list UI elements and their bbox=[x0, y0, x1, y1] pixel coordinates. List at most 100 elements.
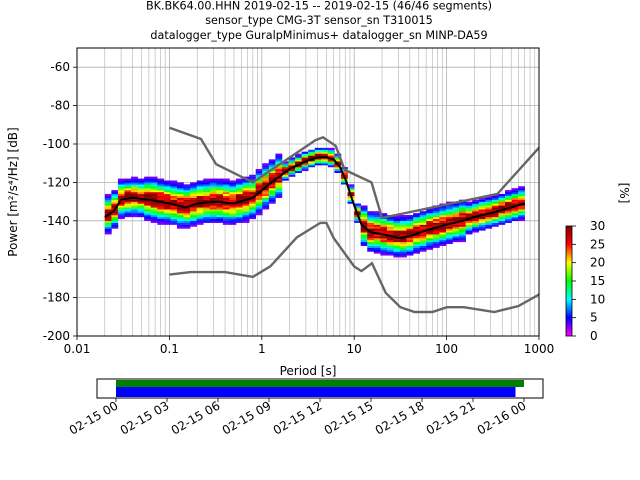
heatmap-cell bbox=[150, 195, 158, 198]
heatmap-cell bbox=[518, 201, 525, 204]
heatmap-cell bbox=[144, 211, 152, 214]
heatmap-cell bbox=[236, 190, 243, 193]
heatmap-cell bbox=[406, 216, 414, 220]
y-axis-ticks: -60 -80 -100 -120 -140 -160 -180 -200 bbox=[43, 60, 77, 343]
heatmap-cell bbox=[459, 224, 466, 227]
heatmap-cell bbox=[137, 192, 145, 195]
heatmap-cell bbox=[255, 168, 263, 172]
heatmap-cell bbox=[236, 203, 243, 206]
heatmap-cell bbox=[400, 238, 407, 241]
heatmap-cell bbox=[275, 168, 283, 172]
heatmap-cell bbox=[393, 228, 401, 231]
heatmap-cell bbox=[505, 218, 512, 221]
heatmap-cell bbox=[432, 222, 440, 225]
heatmap-cell bbox=[485, 216, 493, 220]
heatmap-cell bbox=[255, 199, 263, 202]
heatmap-cell bbox=[104, 195, 112, 198]
heatmap-cell bbox=[150, 180, 158, 183]
heatmap-cell bbox=[321, 153, 329, 156]
heatmap-cell bbox=[439, 228, 447, 231]
heatmap-cell bbox=[236, 192, 243, 195]
heatmap-cell bbox=[268, 190, 276, 193]
heatmap-cell bbox=[380, 247, 388, 250]
heatmap-cell bbox=[190, 213, 197, 216]
heatmap-cell bbox=[295, 159, 302, 162]
colorbar-tick-label: 30 bbox=[590, 219, 605, 233]
colorbar: 0 5 10 15 20 25 30 [%] bbox=[565, 183, 631, 343]
heatmap-cell bbox=[176, 213, 184, 216]
heatmap-cell bbox=[242, 203, 250, 206]
heatmap-cell bbox=[216, 178, 224, 181]
heatmap-cell bbox=[386, 226, 394, 229]
heatmap-cell bbox=[321, 151, 329, 154]
heatmap-cell bbox=[104, 215, 112, 218]
heatmap-cell bbox=[406, 215, 414, 218]
heatmap-cell bbox=[183, 193, 191, 197]
heatmap-cell bbox=[242, 207, 250, 210]
heatmap-cell bbox=[150, 203, 158, 206]
heatmap-cell bbox=[380, 253, 388, 256]
heatmap-cell bbox=[222, 182, 230, 185]
heatmap-cell bbox=[268, 161, 276, 164]
heatmap-cell bbox=[426, 209, 434, 212]
heatmap-cell bbox=[321, 161, 329, 164]
heatmap-cell bbox=[406, 232, 414, 235]
heatmap-cell bbox=[190, 215, 197, 218]
heatmap-cell bbox=[262, 176, 270, 179]
heatmap-cell bbox=[268, 192, 276, 195]
heatmap-cell bbox=[163, 182, 171, 185]
heatmap-cell bbox=[255, 170, 263, 173]
heatmap-cell bbox=[478, 228, 486, 231]
heatmap-cell bbox=[432, 243, 440, 246]
heatmap-cell bbox=[491, 209, 499, 212]
heatmap-cell bbox=[216, 209, 224, 212]
heatmap-cell bbox=[413, 220, 421, 223]
heatmap-cell bbox=[511, 216, 519, 220]
heatmap-cell bbox=[124, 190, 132, 193]
heatmap-cell bbox=[413, 251, 421, 254]
heatmap-cell bbox=[505, 195, 512, 198]
heatmap-cell bbox=[170, 211, 178, 214]
heatmap-cell bbox=[137, 209, 145, 212]
heatmap-cell bbox=[373, 226, 381, 229]
heatmap-cell bbox=[131, 192, 138, 195]
heatmap-cell bbox=[465, 232, 473, 235]
heatmap-cell bbox=[472, 207, 480, 210]
heatmap-cell bbox=[426, 232, 434, 235]
heatmap-cell bbox=[445, 234, 453, 237]
heatmap-cell bbox=[498, 199, 506, 202]
heatmap-cell bbox=[426, 226, 434, 229]
heatmap-cell bbox=[426, 240, 434, 243]
heatmap-cell bbox=[229, 192, 237, 195]
heatmap-cell bbox=[209, 213, 217, 216]
heatmap-cell bbox=[373, 213, 381, 216]
heatmap-cell bbox=[222, 211, 230, 214]
heatmap-cell bbox=[511, 190, 519, 193]
heatmap-cell bbox=[268, 165, 276, 168]
heatmap-cell bbox=[242, 186, 250, 189]
heatmap-cell bbox=[432, 236, 440, 239]
psd-plot: 0.01 0.1 1 10 100 1000 -60 -80 -100 -120 -140 -160… bbox=[6, 47, 554, 378]
heatmap-cell bbox=[104, 205, 112, 208]
heatmap-cell bbox=[236, 186, 243, 189]
heatmap-cell bbox=[255, 182, 263, 185]
heatmap-cell bbox=[472, 228, 480, 231]
heatmap-cell bbox=[222, 188, 230, 191]
heatmap-cell bbox=[170, 201, 178, 204]
heatmap-cell bbox=[426, 218, 434, 221]
heatmap-cell bbox=[137, 186, 145, 189]
heatmap-cell bbox=[275, 178, 283, 181]
title-line-3: datalogger_type GuralpMinimus+ datalogge… bbox=[150, 29, 487, 42]
heatmap-cell bbox=[183, 197, 191, 200]
heatmap-cell bbox=[255, 190, 263, 193]
heatmap-cell bbox=[163, 205, 171, 208]
heatmap-cell bbox=[170, 207, 178, 210]
heatmap-cell bbox=[176, 220, 184, 223]
heatmap-cell bbox=[236, 218, 243, 221]
heatmap-cell bbox=[209, 184, 217, 187]
heatmap-cell bbox=[380, 245, 388, 248]
heatmap-cell bbox=[163, 192, 171, 195]
heatmap-cell bbox=[242, 184, 250, 187]
heatmap-cell bbox=[459, 238, 466, 241]
